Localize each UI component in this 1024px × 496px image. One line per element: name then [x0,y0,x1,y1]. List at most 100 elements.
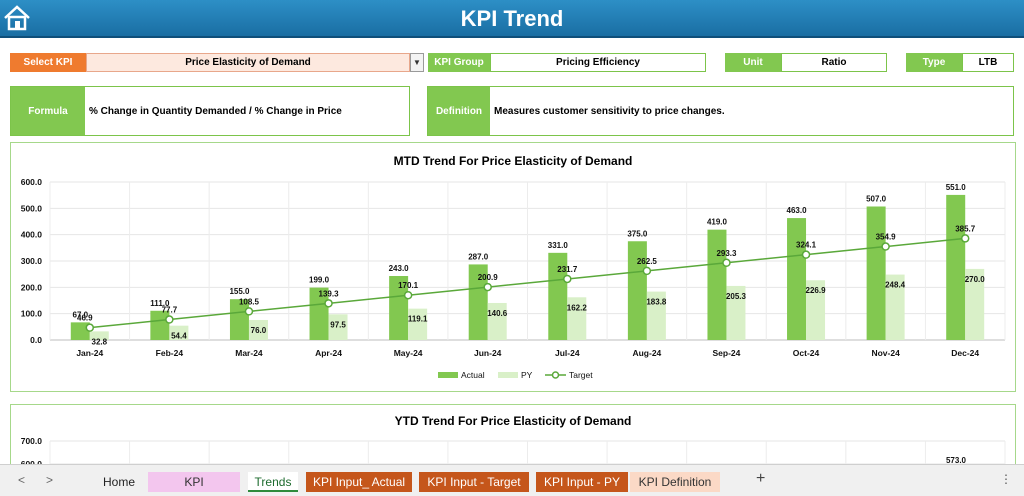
py-data-label: 162.2 [567,303,588,312]
py-bar [965,268,985,340]
target-data-label: 77.7 [162,306,178,315]
py-data-label: 226.9 [806,286,827,295]
type-label: Type [906,53,962,72]
definition-box: Definition Measures customer sensitivity… [427,86,1014,136]
target-point [165,315,174,324]
py-data-label: 54.4 [171,332,187,341]
mtd-chart: 0.0 100.0 200.0 300.0 400.0 500.0 600.0 67.0 32.… [21,177,1006,380]
legend-py-swatch [498,372,518,378]
formula-box: Formula % Change in Quantity Demanded / … [10,86,410,136]
add-sheet-button[interactable]: + [756,470,766,487]
formula-text: % Change in Quantity Demanded / % Change… [89,105,342,117]
target-data-label: 200.9 [478,273,499,282]
actual-data-label: 331.0 [548,241,569,250]
target-point [722,258,731,268]
select-kpi-label: Select KPI [10,53,86,72]
actual-bar [627,241,647,340]
prev-sheet-icon[interactable]: < [18,473,26,487]
target-data-label: 324.1 [796,241,817,250]
actual-data-label: 551.0 [946,183,967,192]
py-bar [646,291,666,340]
target-point [642,266,652,276]
x-tick-label: Aug-24 [632,348,661,358]
tab-kpi-input-py[interactable]: KPI Input - PY [536,472,628,492]
py-bar [806,280,826,340]
x-tick-label: Sep-24 [713,348,741,358]
ytd-chart-title: YTD Trend For Price Elasticity of Demand [394,414,632,428]
target-line [89,237,966,329]
actual-bar [70,322,90,340]
py-data-label: 119.1 [408,315,428,324]
py-bar [169,325,189,340]
unit-value: Ratio [781,53,887,72]
x-tick-label: Nov-24 [871,348,900,358]
tab-kpi-definition[interactable]: KPI Definition [630,472,720,492]
target-data-label: 262.5 [637,257,658,266]
y-tick-label: 200.0 [21,282,43,292]
header-bar: KPI Trend [0,0,1024,38]
kpi-group-label: KPI Group [428,53,490,72]
tab-kpi-input-actual[interactable]: KPI Input_ Actual [306,472,412,492]
y-tick-label: 100.0 [21,309,43,319]
mtd-chart-title: MTD Trend For Price Elasticity of Demand [393,154,633,168]
actual-bar [707,229,727,340]
py-data-label: 32.8 [92,337,108,346]
actual-bar [468,264,488,340]
target-point [324,299,333,308]
py-data-label: 76.0 [251,326,267,335]
kpi-group-value: Pricing Efficiency [490,53,706,72]
legend-actual-label: Actual [461,370,485,380]
y-tick-label: 0.0 [30,335,42,345]
tab-trends[interactable]: Trends [248,472,298,492]
target-point [403,290,413,300]
actual-bar [787,218,807,340]
home-icon[interactable] [2,3,32,33]
actual-data-label: 419.0 [707,218,728,227]
target-point [960,234,970,243]
actual-data-label: 111.0 [150,299,170,308]
x-tick-label: Mar-24 [235,348,263,358]
actual-bar [548,252,568,340]
more-options-icon[interactable]: ⋮ [1000,472,1012,486]
type-value: LTB [962,53,1014,72]
actual-bar [150,310,170,340]
py-bar [567,297,587,340]
py-data-label: 97.5 [330,320,346,329]
target-data-label: 293.3 [716,249,737,258]
tab-home[interactable]: Home [102,475,135,489]
legend-py-label: PY [521,370,533,380]
target-data-label: 170.1 [398,281,419,290]
actual-data-label: 199.0 [309,276,330,285]
py-bar [885,274,905,340]
target-point [563,274,572,284]
tab-kpi-input-target[interactable]: KPI Input - Target [419,472,529,492]
actual-data-label: 507.0 [866,194,887,203]
py-data-label: 140.6 [487,309,508,318]
ytd-chart: 700.0 600.0 573.0 [21,436,1006,466]
actual-data-label: 287.0 [468,252,489,261]
py-bar [89,331,109,340]
legend-target-label: Target [569,370,593,380]
actual-bar [229,299,249,340]
dropdown-arrow-icon[interactable]: ▼ [410,53,424,72]
legend-actual-swatch [438,372,458,378]
page-title: KPI Trend [460,6,564,31]
x-tick-label: Oct-24 [793,348,820,358]
mtd-chart-panel[interactable]: MTD Trend For Price Elasticity of Demand [10,142,1016,392]
ytd-data-label: 573.0 [946,456,967,465]
target-data-label: 108.5 [239,297,260,306]
x-tick-label: May-24 [394,348,423,358]
definition-text: Measures customer sensitivity to price c… [494,105,725,117]
select-kpi-dropdown[interactable]: Price Elasticity of Demand [86,53,410,72]
x-tick-label: Feb-24 [156,348,184,358]
y-tick-label: 600.0 [21,177,43,187]
target-point [801,250,811,259]
x-tick-label: Dec-24 [951,348,979,358]
next-sheet-icon[interactable]: > [46,473,54,487]
target-point [85,323,95,332]
tab-kpi-dashboard[interactable]: KPI Dashboard [148,472,240,496]
target-data-label: 46.9 [77,314,93,323]
actual-bar [946,194,966,340]
y-tick-label: 400.0 [21,230,43,240]
actual-bar [309,287,329,340]
